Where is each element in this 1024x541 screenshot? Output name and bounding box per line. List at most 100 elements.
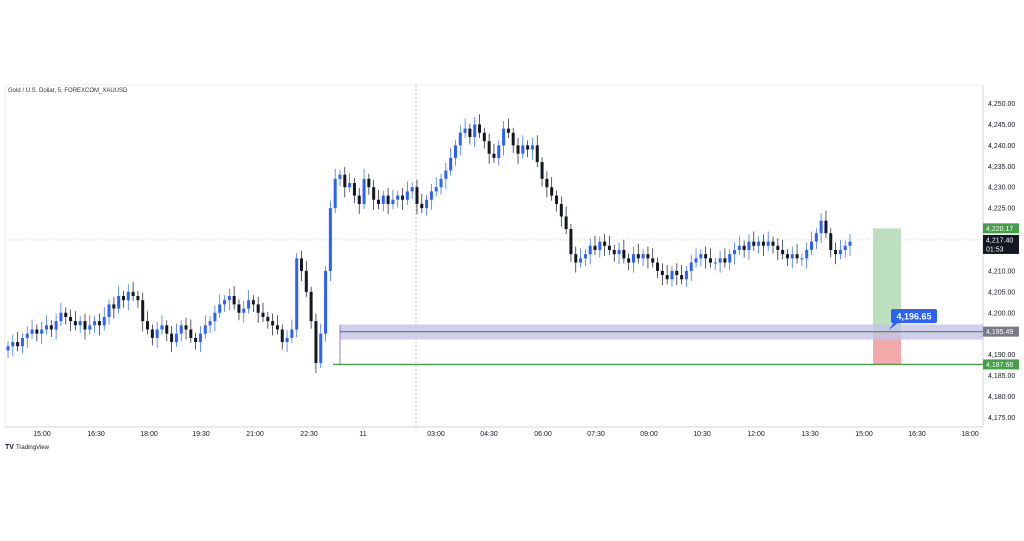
x-tick-label: 10:30 — [693, 431, 711, 438]
candle-body — [598, 241, 602, 250]
y-tick-label: 4,245.00 — [988, 122, 1015, 129]
candle-body — [569, 229, 573, 255]
x-tick-label: 22:30 — [300, 431, 318, 438]
y-tick-label: 4,200.00 — [988, 310, 1015, 317]
candle-body — [266, 316, 270, 322]
candle-body — [761, 241, 765, 246]
y-tick-label: 4,210.00 — [988, 268, 1015, 275]
candle-body — [295, 258, 299, 330]
candle-body — [848, 241, 852, 246]
candle-body — [275, 325, 279, 330]
y-tick-label: 4,230.00 — [988, 185, 1015, 192]
candle-body — [603, 241, 607, 246]
x-tick-label: 13:30 — [801, 431, 819, 438]
candle-body — [150, 329, 154, 338]
candle-body — [516, 145, 520, 154]
candle-body — [333, 178, 337, 209]
candle-body — [838, 249, 842, 255]
candle-body — [304, 270, 308, 292]
x-tick-label: 15:00 — [33, 431, 51, 438]
price-label-text: 4,187.66 — [986, 362, 1013, 369]
candle-body — [660, 270, 664, 276]
candle-body — [396, 195, 400, 200]
candle-body — [607, 245, 611, 250]
candle-body — [49, 325, 53, 330]
candle-body — [564, 216, 568, 230]
candle-body — [242, 308, 246, 313]
brand-name: TradingView — [15, 444, 49, 451]
candle-body — [526, 145, 530, 150]
plot-frame — [4, 84, 984, 428]
y-tick-label: 4,240.00 — [988, 143, 1015, 150]
x-tick-label: 21:00 — [246, 431, 264, 438]
candle-body — [449, 157, 453, 171]
symbol-title: Gold / U.S. Dollar, 5, FOREXCOM_XAUUSD — [8, 88, 128, 94]
candle-body — [747, 241, 751, 250]
callout-box[interactable] — [891, 309, 937, 323]
candle-body — [540, 162, 544, 179]
callout-pointer — [889, 322, 899, 330]
candle-body — [622, 249, 626, 259]
candle-body — [651, 258, 655, 263]
candle-body — [367, 178, 371, 188]
current-price-text: 4,217.40 — [986, 237, 1013, 244]
candle-body — [35, 329, 39, 334]
x-tick-label: 09:00 — [640, 431, 658, 438]
candle-body — [795, 254, 799, 259]
candle-body — [415, 187, 419, 204]
candle-body — [78, 321, 82, 326]
candle-body — [136, 296, 140, 301]
candle-body — [6, 346, 10, 351]
candle-body — [444, 170, 448, 179]
candle-body — [708, 258, 712, 263]
candle-body — [713, 262, 717, 264]
candle-body — [463, 128, 467, 133]
y-tick-label: 4,250.00 — [988, 101, 1015, 108]
candle-body — [271, 321, 275, 326]
candle-body — [69, 316, 73, 322]
x-tick-label: 18:00 — [140, 431, 158, 438]
x-tick-label: 16:30 — [87, 431, 105, 438]
candle-body — [362, 178, 366, 204]
countdown-text: 01:53 — [986, 246, 1004, 253]
candle-body — [641, 254, 645, 259]
candle-body — [843, 245, 847, 250]
candle-body — [593, 245, 597, 250]
candle-body — [670, 270, 674, 280]
candle-body — [694, 258, 698, 263]
candle-body — [781, 249, 785, 255]
candle-body — [492, 153, 496, 158]
candle-body — [574, 254, 578, 263]
candle-body — [834, 249, 838, 255]
candle-body — [83, 321, 87, 330]
candle-body — [247, 300, 251, 309]
candle-body — [170, 333, 174, 343]
y-tick-label: 4,225.00 — [988, 206, 1015, 213]
candle-body — [155, 329, 159, 338]
candle-body — [401, 195, 405, 200]
price-label-text: 4,220.17 — [986, 226, 1013, 233]
candle-body — [689, 262, 693, 271]
candle-body — [824, 220, 828, 234]
candle-body — [535, 145, 539, 163]
x-tick-label: 12:00 — [747, 431, 765, 438]
candle-body — [232, 296, 236, 305]
candle-body — [800, 258, 804, 260]
candle-body — [627, 258, 631, 263]
candle-body — [107, 304, 111, 317]
candle-body — [559, 203, 563, 217]
candle-body — [348, 183, 352, 188]
x-tick-label: 03:00 — [427, 431, 445, 438]
candle-body — [261, 312, 265, 317]
candle-body — [328, 208, 332, 271]
tradingview-logo-icon: TV — [5, 444, 14, 451]
candle-body — [112, 304, 116, 309]
candle-body — [718, 258, 722, 263]
candle-body — [20, 337, 24, 347]
candle-body — [555, 195, 559, 204]
x-tick-label: 07:30 — [587, 431, 605, 438]
x-tick-label: 18:00 — [961, 431, 979, 438]
candle-body — [497, 145, 501, 158]
